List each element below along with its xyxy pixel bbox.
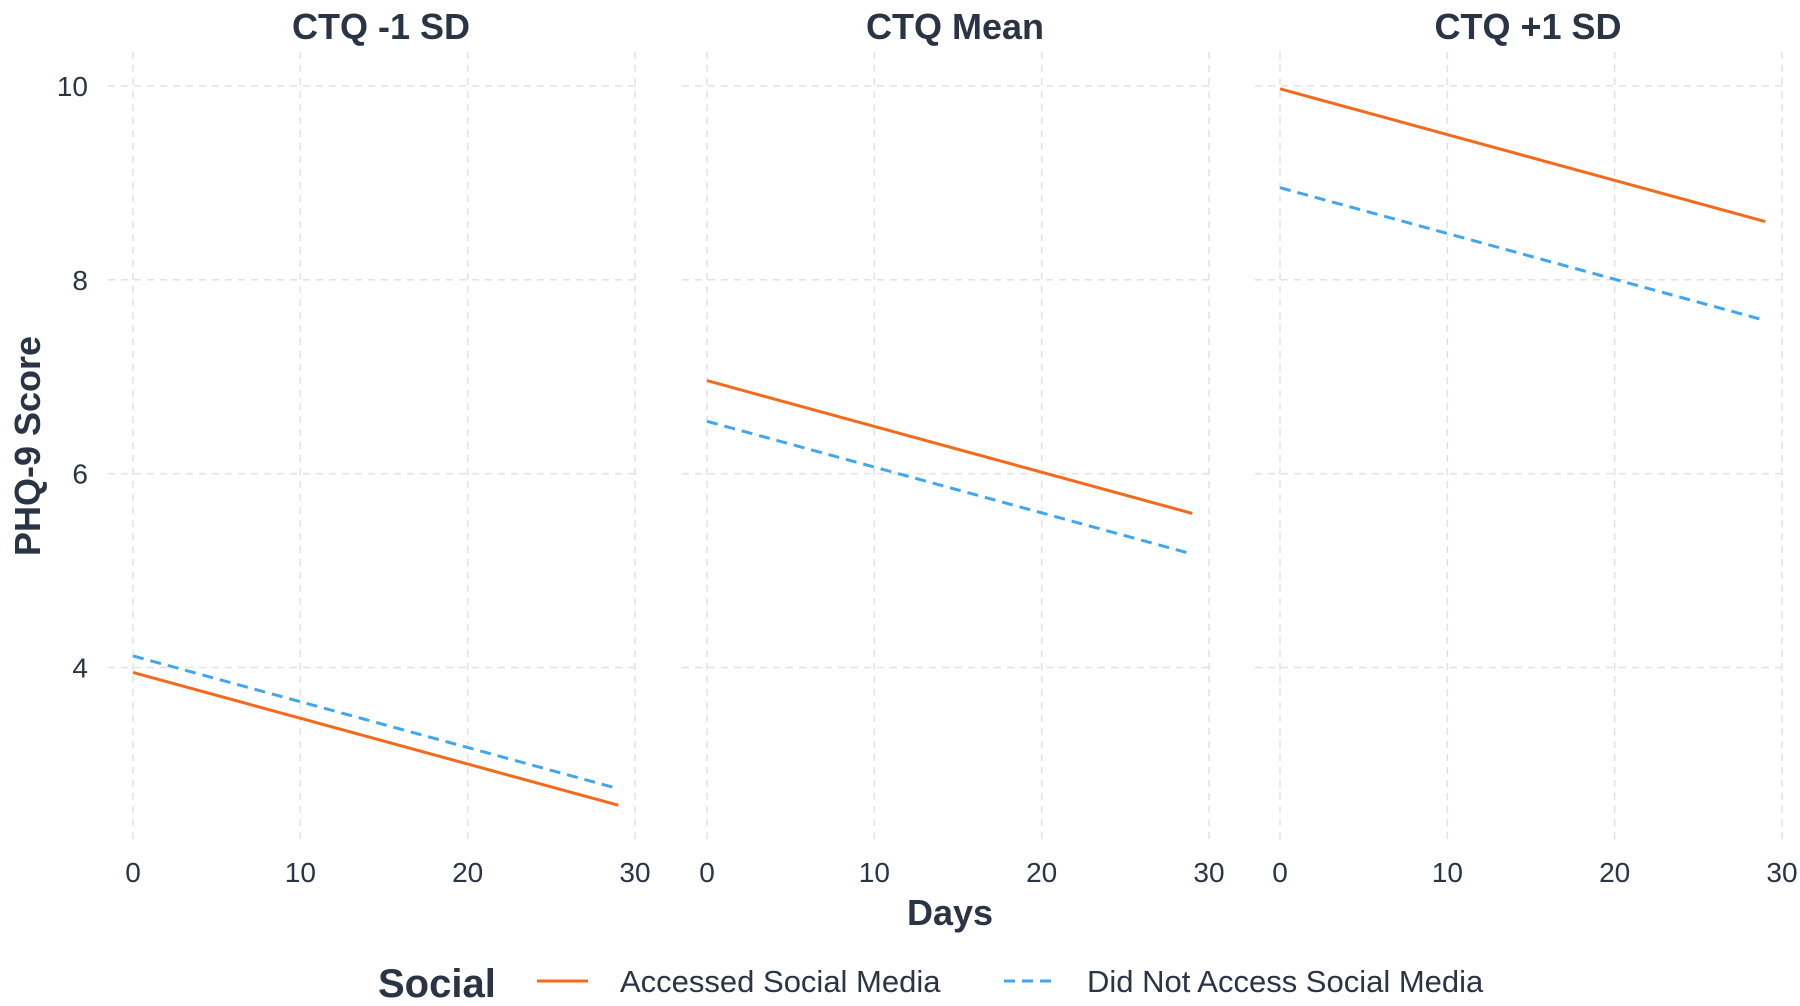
- y-tick-label: 6: [72, 459, 88, 490]
- y-axis-title: PHQ-9 Score: [7, 336, 48, 556]
- x-tick-label: 20: [1026, 857, 1057, 888]
- x-tick-label: 0: [699, 857, 715, 888]
- series-line-accessed: [1279, 87, 1766, 224]
- x-tick-label: 30: [1766, 857, 1797, 888]
- x-axis-title: Days: [907, 892, 993, 933]
- panel-title: CTQ +1 SD: [1434, 6, 1621, 47]
- series-line-accessed: [706, 379, 1193, 515]
- y-tick-label: 8: [72, 265, 88, 296]
- y-tick-label: 4: [72, 653, 88, 684]
- series-line-not-accessed: [1279, 186, 1766, 322]
- y-tick-label: 10: [57, 71, 88, 102]
- legend-label-accessed: Accessed Social Media: [620, 964, 941, 999]
- series-line-not-accessed: [132, 654, 619, 791]
- x-tick-label: 0: [125, 857, 141, 888]
- x-tick-label: 10: [1432, 857, 1463, 888]
- panel-2: CTQ Mean 0 10 20 30: [682, 6, 1225, 888]
- series-line-not-accessed: [706, 419, 1193, 556]
- x-tick-label: 10: [859, 857, 890, 888]
- panel-1: CTQ -1 SD 0 10 20 30: [108, 6, 651, 888]
- legend: Social Accessed Social Media Did Not Acc…: [378, 962, 1484, 1006]
- panel-title: CTQ Mean: [866, 6, 1044, 47]
- x-tick-label: 20: [452, 857, 483, 888]
- series-line-accessed: [132, 670, 619, 807]
- panel-3: CTQ +1 SD 0 10 20 30: [1255, 6, 1798, 888]
- panel-title: CTQ -1 SD: [292, 6, 470, 47]
- legend-title: Social: [378, 962, 496, 1006]
- x-tick-label: 30: [619, 857, 650, 888]
- x-tick-label: 30: [1193, 857, 1224, 888]
- x-tick-label: 20: [1599, 857, 1630, 888]
- x-tick-label: 10: [285, 857, 316, 888]
- x-tick-label: 0: [1272, 857, 1288, 888]
- y-axis: 4 6 8 10: [57, 71, 88, 684]
- legend-label-not-accessed: Did Not Access Social Media: [1087, 964, 1484, 999]
